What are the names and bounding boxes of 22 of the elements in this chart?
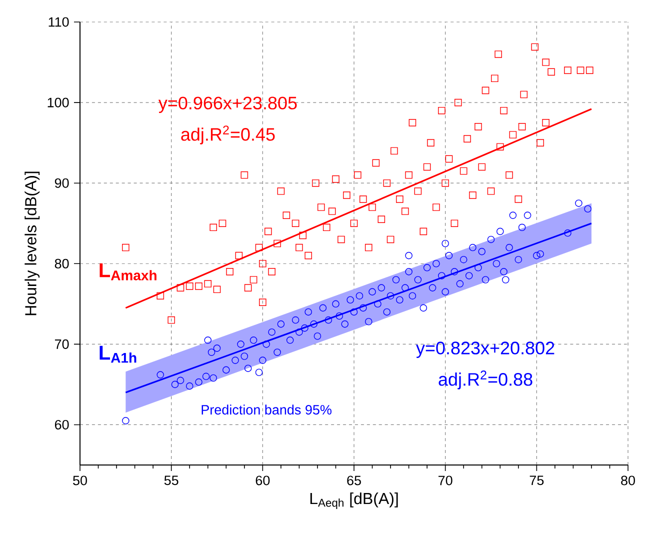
annotation: Prediction bands 95% [202,404,332,415]
y-tick-label: 90 [54,178,69,188]
y-tick-label: 100 [48,98,69,108]
y-axis-title: Hourly levels [dB(A)] [24,172,40,316]
series-label: L$_{Amaxh}$ [100,263,156,280]
annotation: adj.R$^{2}$=0.45 [181,126,275,144]
x-tick-label: 50 [73,476,87,486]
y-tick-label: 60 [54,420,69,430]
x-tick-label: 75 [530,476,544,486]
y-tick-label: 70 [54,339,69,349]
annotation: y=0.823x+20.802 [416,342,554,358]
y-tick-label: 110 [48,17,69,27]
x-tick-label: 60 [256,476,270,486]
series-label: L$_{A1h}$ [100,346,136,363]
y-tick-label: 80 [54,258,69,268]
x-axis-title: L$_{Aeqh}$ [dB(A)] [310,492,398,509]
x-tick-label: 55 [164,476,178,486]
x-tick-label: 65 [347,476,361,486]
annotation: adj.R$^{2}$=0.88 [438,370,532,390]
annotation: y=0.966x+23.805 [158,96,297,113]
x-tick-label: 80 [621,476,635,486]
x-tick-label: 70 [438,476,452,486]
